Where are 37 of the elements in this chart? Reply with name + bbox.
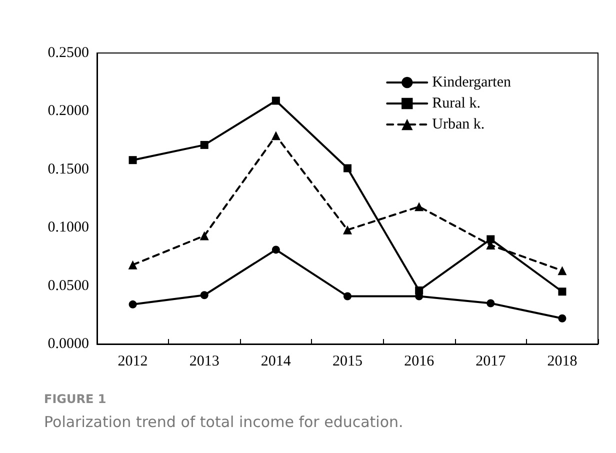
point <box>558 314 566 322</box>
point <box>486 235 495 244</box>
point <box>344 164 352 172</box>
point <box>128 260 138 270</box>
point <box>272 246 280 254</box>
x-tick-label: 2014 <box>260 354 292 370</box>
legend-label: Kindergarten <box>432 74 512 90</box>
x-tick-label: 2015 <box>332 354 362 370</box>
y-tick-label: 0.1500 <box>48 161 89 178</box>
point <box>343 225 352 234</box>
point <box>128 156 137 164</box>
point <box>271 131 280 140</box>
y-tick-label: 0.0500 <box>48 278 89 294</box>
text: Polarization trend of total income for education. <box>44 413 404 431</box>
x-tick-label: 2016 <box>404 354 435 370</box>
legend-label: Urban k. <box>432 116 485 132</box>
x-tick-label: 2018 <box>547 354 578 370</box>
point <box>415 286 424 294</box>
point <box>558 266 567 276</box>
legend-label: Rural k. <box>432 96 480 112</box>
x-tick-label: 2012 <box>118 354 148 370</box>
point <box>200 140 208 149</box>
point <box>486 299 495 308</box>
y-tick-label: 0.1000 <box>48 220 89 236</box>
y-tick-label: 0.2500 <box>48 45 89 61</box>
point <box>558 288 566 296</box>
x-tick-label: 2017 <box>476 354 506 370</box>
point <box>200 291 208 300</box>
x-tick-label: 2013 <box>189 354 220 370</box>
text: FIGURE 1 <box>44 392 106 406</box>
point <box>414 202 424 212</box>
point <box>272 96 280 105</box>
point <box>200 231 209 240</box>
y-tick-label: 0.0000 <box>48 336 89 352</box>
point <box>344 292 352 300</box>
y-tick-label: 0.2000 <box>48 103 89 120</box>
point <box>128 300 137 308</box>
